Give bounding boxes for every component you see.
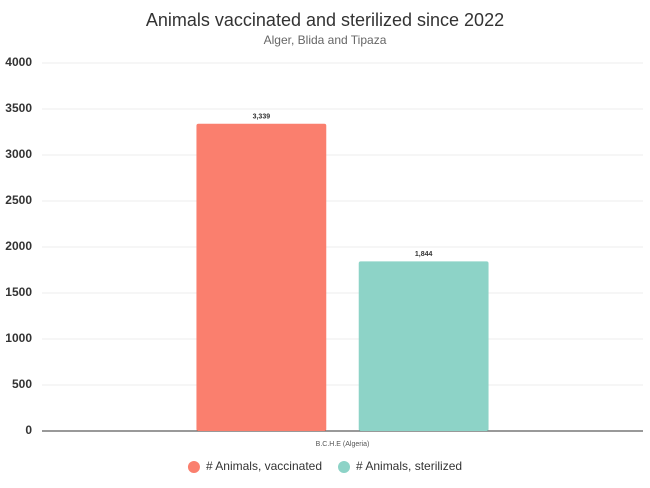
y-tick-label: 4000 [5,55,32,69]
y-tick-label: 1500 [5,285,32,299]
chart-subtitle: Alger, Blida and Tipaza [264,33,387,47]
legend-marker [187,461,200,473]
y-tick-label: 1000 [5,331,32,345]
y-tick-label: 0 [25,423,32,437]
legend-label: # Animals, vaccinated [206,459,322,473]
y-tick-label: 3500 [5,101,32,115]
bar [196,123,327,431]
legend-label: # Animals, sterilized [356,459,462,473]
y-tick-label: 3000 [5,147,32,161]
bar [358,261,489,431]
x-tick-label: B.C.H.E (Algeria) [316,441,370,448]
value-label: 3,339 [253,114,271,121]
y-tick-label: 500 [12,377,32,391]
y-tick-label: 2000 [5,239,32,253]
value-label: 1,844 [415,251,433,258]
y-tick-label: 2500 [5,193,32,207]
chart-title: Animals vaccinated and sterilized since … [146,10,504,30]
legend-marker [338,461,351,473]
